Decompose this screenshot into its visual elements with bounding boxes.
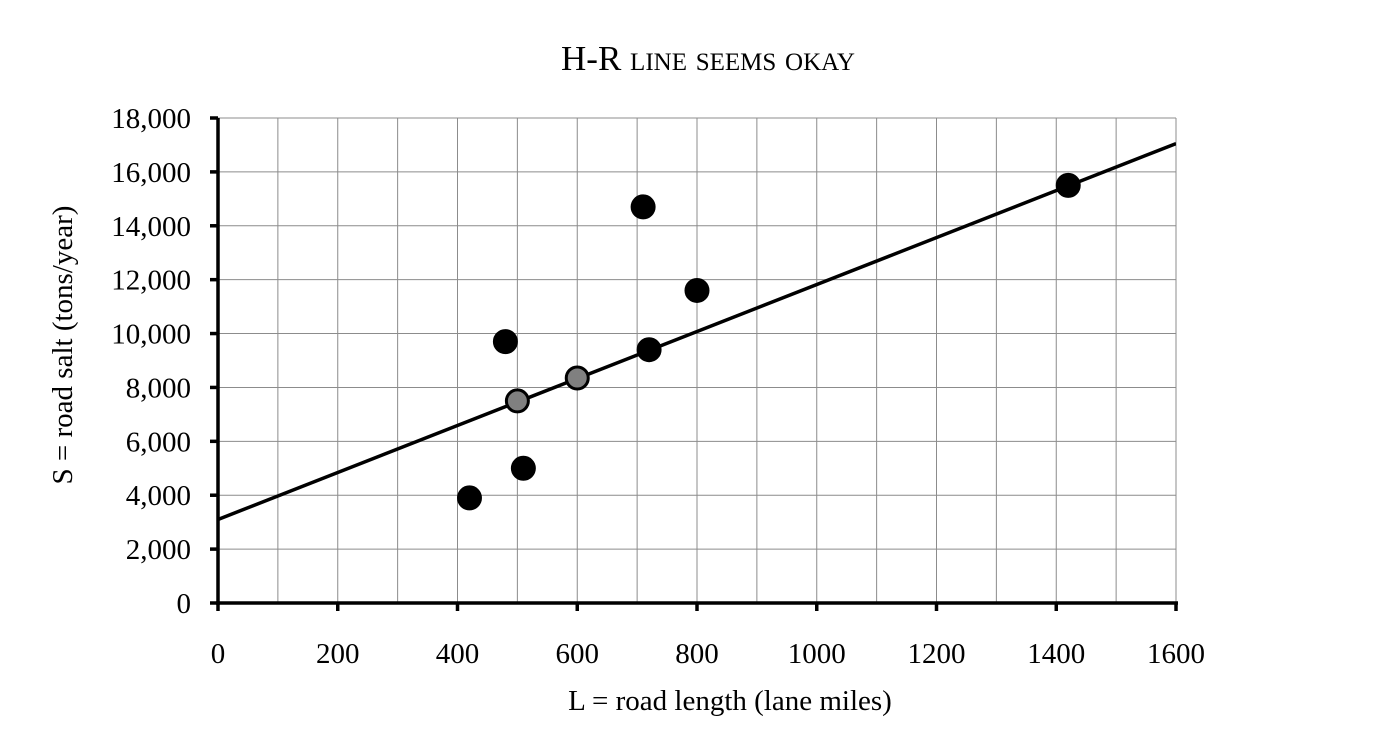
x-tick-label: 200 bbox=[316, 638, 360, 670]
x-tick-labels: 0 200 400 600 800 1000 1200 1400 1600 bbox=[211, 638, 1205, 670]
y-tick-labels: 0 2,000 4,000 6,000 8,000 10,000 12,000 14,000 1… bbox=[111, 103, 191, 620]
x-tick-label: 400 bbox=[436, 638, 480, 670]
x-tick-label: 1600 bbox=[1147, 638, 1205, 670]
y-tick-label: 10,000 bbox=[111, 319, 191, 351]
y-tick-label: 8,000 bbox=[126, 372, 191, 404]
data-points bbox=[456, 172, 1081, 511]
axes bbox=[210, 116, 1178, 611]
y-tick-label: 14,000 bbox=[111, 211, 191, 243]
y-tick-label: 6,000 bbox=[126, 426, 191, 458]
fit-line bbox=[218, 141, 1176, 522]
y-tick-label: 12,000 bbox=[111, 265, 191, 297]
x-tick-label: 1400 bbox=[1027, 638, 1085, 670]
x-tick-label: 800 bbox=[675, 638, 719, 670]
chart-title: H-R line seems okay bbox=[561, 39, 855, 78]
y-tick-label: 2,000 bbox=[126, 534, 191, 566]
data-point bbox=[504, 388, 530, 414]
fit-line-group bbox=[218, 141, 1176, 522]
data-point bbox=[630, 194, 656, 220]
x-axis-label: L = road length (lane miles) bbox=[568, 685, 892, 717]
y-tick-label: 16,000 bbox=[111, 157, 191, 189]
x-tick-label: 1200 bbox=[908, 638, 966, 670]
y-tick-label: 0 bbox=[177, 588, 192, 620]
data-point bbox=[492, 329, 518, 355]
data-point bbox=[1055, 172, 1081, 198]
y-tick-label: 18,000 bbox=[111, 103, 191, 135]
gridlines bbox=[218, 117, 1177, 603]
x-tick-label: 600 bbox=[556, 638, 600, 670]
data-point bbox=[456, 485, 482, 511]
data-point bbox=[564, 365, 590, 391]
x-tick-label: 1000 bbox=[788, 638, 846, 670]
y-tick-label: 4,000 bbox=[126, 480, 191, 512]
y-axis-label: S = road salt (tons/year) bbox=[47, 206, 79, 485]
data-point bbox=[684, 277, 710, 303]
data-point bbox=[510, 455, 536, 481]
data-point bbox=[636, 337, 662, 363]
x-tick-label: 0 bbox=[211, 638, 226, 670]
